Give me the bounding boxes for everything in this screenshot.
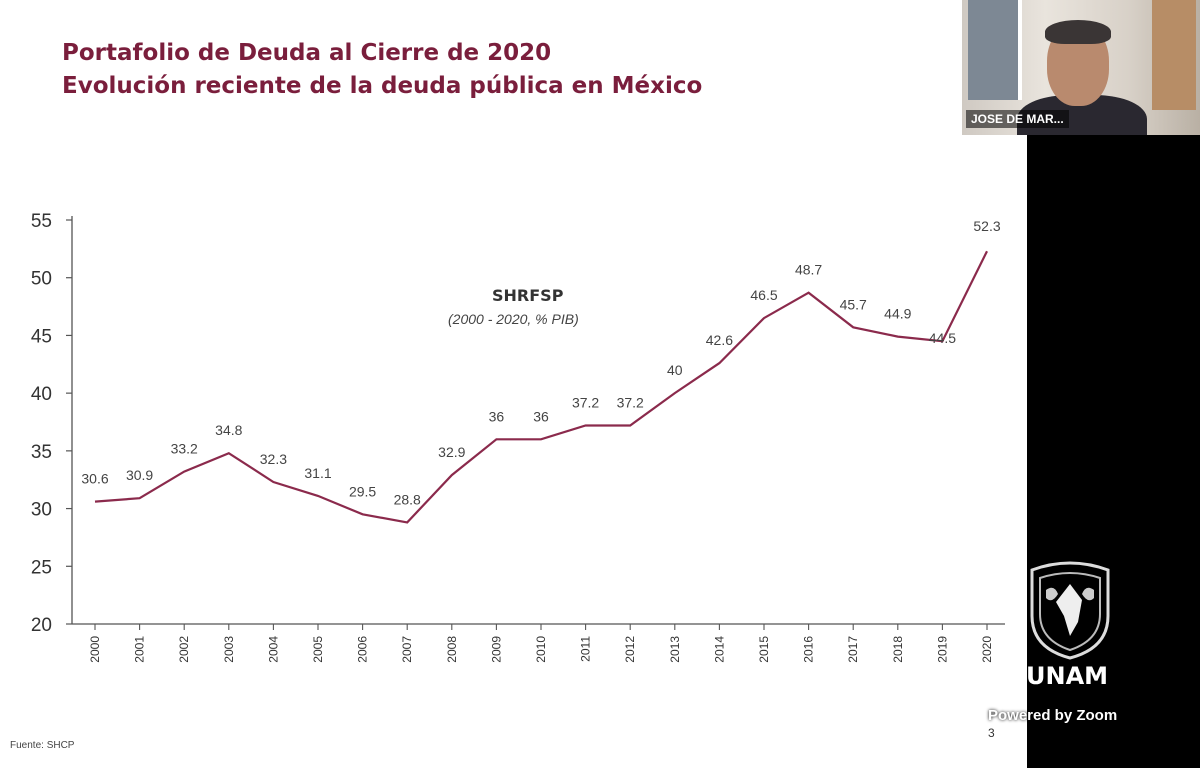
data-label: 45.7 xyxy=(840,296,867,312)
data-label: 29.5 xyxy=(349,483,376,499)
x-tick-label: 2018 xyxy=(891,636,905,663)
page-number: 3 xyxy=(988,726,995,740)
data-label: 44.9 xyxy=(884,306,911,322)
x-tick-label: 2017 xyxy=(846,636,860,663)
unam-seal-icon xyxy=(1030,561,1110,660)
data-label: 32.3 xyxy=(260,451,287,467)
x-tick-label: 2000 xyxy=(88,636,102,663)
participant-video-tile[interactable]: JOSE DE MAR... xyxy=(962,0,1200,135)
x-tick-label: 2007 xyxy=(400,636,414,663)
data-label: 42.6 xyxy=(706,332,733,348)
x-tick-label: 2005 xyxy=(311,636,325,663)
background-frame xyxy=(1152,0,1196,110)
x-tick-label: 2012 xyxy=(623,636,637,663)
series-subtitle-label: (2000 - 2020, % PIB) xyxy=(448,311,579,327)
x-tick-label: 2001 xyxy=(133,636,147,663)
data-label: 37.2 xyxy=(572,394,599,410)
slide-title: Portafolio de Deuda al Cierre de 2020 xyxy=(62,40,552,66)
data-label: 40 xyxy=(667,362,683,378)
data-label: 30.9 xyxy=(126,467,153,483)
data-label: 28.8 xyxy=(394,491,421,507)
background-frame xyxy=(968,0,1022,100)
data-label: 32.9 xyxy=(438,444,465,460)
data-label: 36 xyxy=(489,408,505,424)
x-tick-label: 2013 xyxy=(668,636,682,663)
data-label: 37.2 xyxy=(617,394,644,410)
x-tick-label: 2008 xyxy=(445,636,459,663)
data-label: 33.2 xyxy=(171,441,198,457)
x-tick-label: 2014 xyxy=(712,636,726,663)
x-tick-label: 2009 xyxy=(489,636,503,663)
data-label: 36 xyxy=(533,408,549,424)
source-note: Fuente: SHCP xyxy=(10,740,75,751)
presentation-slide: Portafolio de Deuda al Cierre de 2020 Ev… xyxy=(0,0,1027,768)
slide-subtitle: Evolución reciente de la deuda pública e… xyxy=(62,73,703,99)
data-label: 46.5 xyxy=(750,287,777,303)
x-tick-label: 2002 xyxy=(177,636,191,663)
series-name-label: SHRFSP xyxy=(492,286,564,305)
data-label: 31.1 xyxy=(304,465,331,481)
x-tick-label: 2006 xyxy=(356,636,370,663)
unam-brand-text: UNAM xyxy=(1026,662,1109,690)
y-tick-label: 50 xyxy=(31,269,52,290)
x-tick-label: 2019 xyxy=(935,636,949,663)
data-label: 44.5 xyxy=(929,330,956,346)
x-tick-label: 2020 xyxy=(980,636,994,663)
participant-name-label: JOSE DE MAR... xyxy=(966,110,1069,128)
data-label: 48.7 xyxy=(795,262,822,278)
x-tick-label: 2011 xyxy=(579,636,593,662)
x-tick-label: 2010 xyxy=(534,636,548,663)
x-tick-label: 2003 xyxy=(222,636,236,663)
data-label: 30.6 xyxy=(81,471,108,487)
debt-line-chart: 20 25 30 35 40 45 50 55 2000 2001 2002 2003 2004 200… xyxy=(31,211,1005,663)
data-label: 34.8 xyxy=(215,422,242,438)
y-tick-label: 20 xyxy=(31,615,52,636)
y-tick-label: 45 xyxy=(31,326,52,347)
y-tick-label: 55 xyxy=(31,211,52,232)
y-tick-label: 25 xyxy=(31,557,52,578)
x-tick-label: 2016 xyxy=(802,636,816,663)
series-line-shrfsp xyxy=(94,250,988,524)
participant-hair xyxy=(1045,20,1111,44)
y-tick-label: 40 xyxy=(31,384,52,405)
data-label: 52.3 xyxy=(973,218,1000,234)
y-tick-label: 35 xyxy=(31,442,52,463)
y-tick-label: 30 xyxy=(31,500,52,521)
zoom-watermark: Powered by Zoom xyxy=(988,707,1118,724)
x-tick-label: 2015 xyxy=(757,636,771,663)
x-tick-label: 2004 xyxy=(266,636,280,663)
